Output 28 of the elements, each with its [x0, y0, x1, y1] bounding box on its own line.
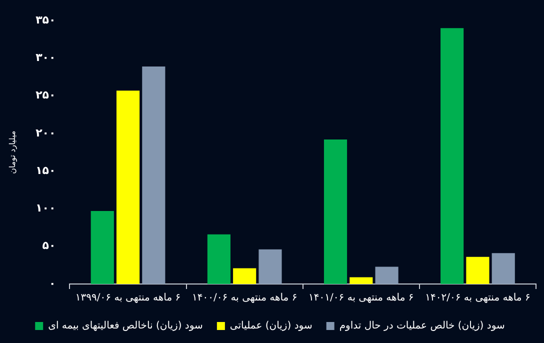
bar [207, 234, 230, 284]
y-axis-title: میلیارد تومان [8, 130, 17, 174]
y-tick-label: ۱۵۰ [36, 164, 56, 177]
bar [258, 249, 282, 284]
y-tick-label: ۱۰۰ [36, 202, 56, 215]
bar [142, 66, 166, 284]
bar [492, 253, 515, 284]
bar [324, 140, 348, 284]
bar [440, 28, 464, 284]
bar [233, 268, 256, 284]
legend-label: سود (زیان) خالص عملیات در حال تداوم [339, 320, 505, 332]
y-tick-label: ۰ [49, 276, 56, 290]
legend-label: سود (زیان) ناخالص فعالیتهای بیمه ای [48, 320, 203, 332]
y-tick-label: ۲۵۰ [36, 88, 56, 102]
x-tick-label: ۶ ماهه منتهی به ۱۴۰۱/۰۶ [308, 292, 414, 304]
bar [375, 266, 398, 284]
bar [350, 277, 373, 284]
y-tick-label: ۲۰۰ [36, 126, 56, 140]
x-tick-label: ۶ ماهه منتهی به ۱۳۹۹/۰۶ [75, 292, 181, 304]
y-tick-label: ۵۰ [42, 239, 56, 252]
y-tick-label: ۳۵۰ [36, 13, 56, 26]
bar [90, 211, 114, 284]
x-tick-label: ۶ ماهه منتهی به ۱۴۰۰/۰۶ [192, 292, 298, 304]
legend-label: سود (زیان) عملیاتی [230, 320, 312, 332]
bar [116, 90, 140, 284]
bar [466, 256, 490, 284]
x-tick-label: ۶ ماهه منتهی به ۱۴۰۲/۰۶ [425, 292, 530, 304]
y-tick-label: ۳۰۰ [36, 51, 56, 64]
